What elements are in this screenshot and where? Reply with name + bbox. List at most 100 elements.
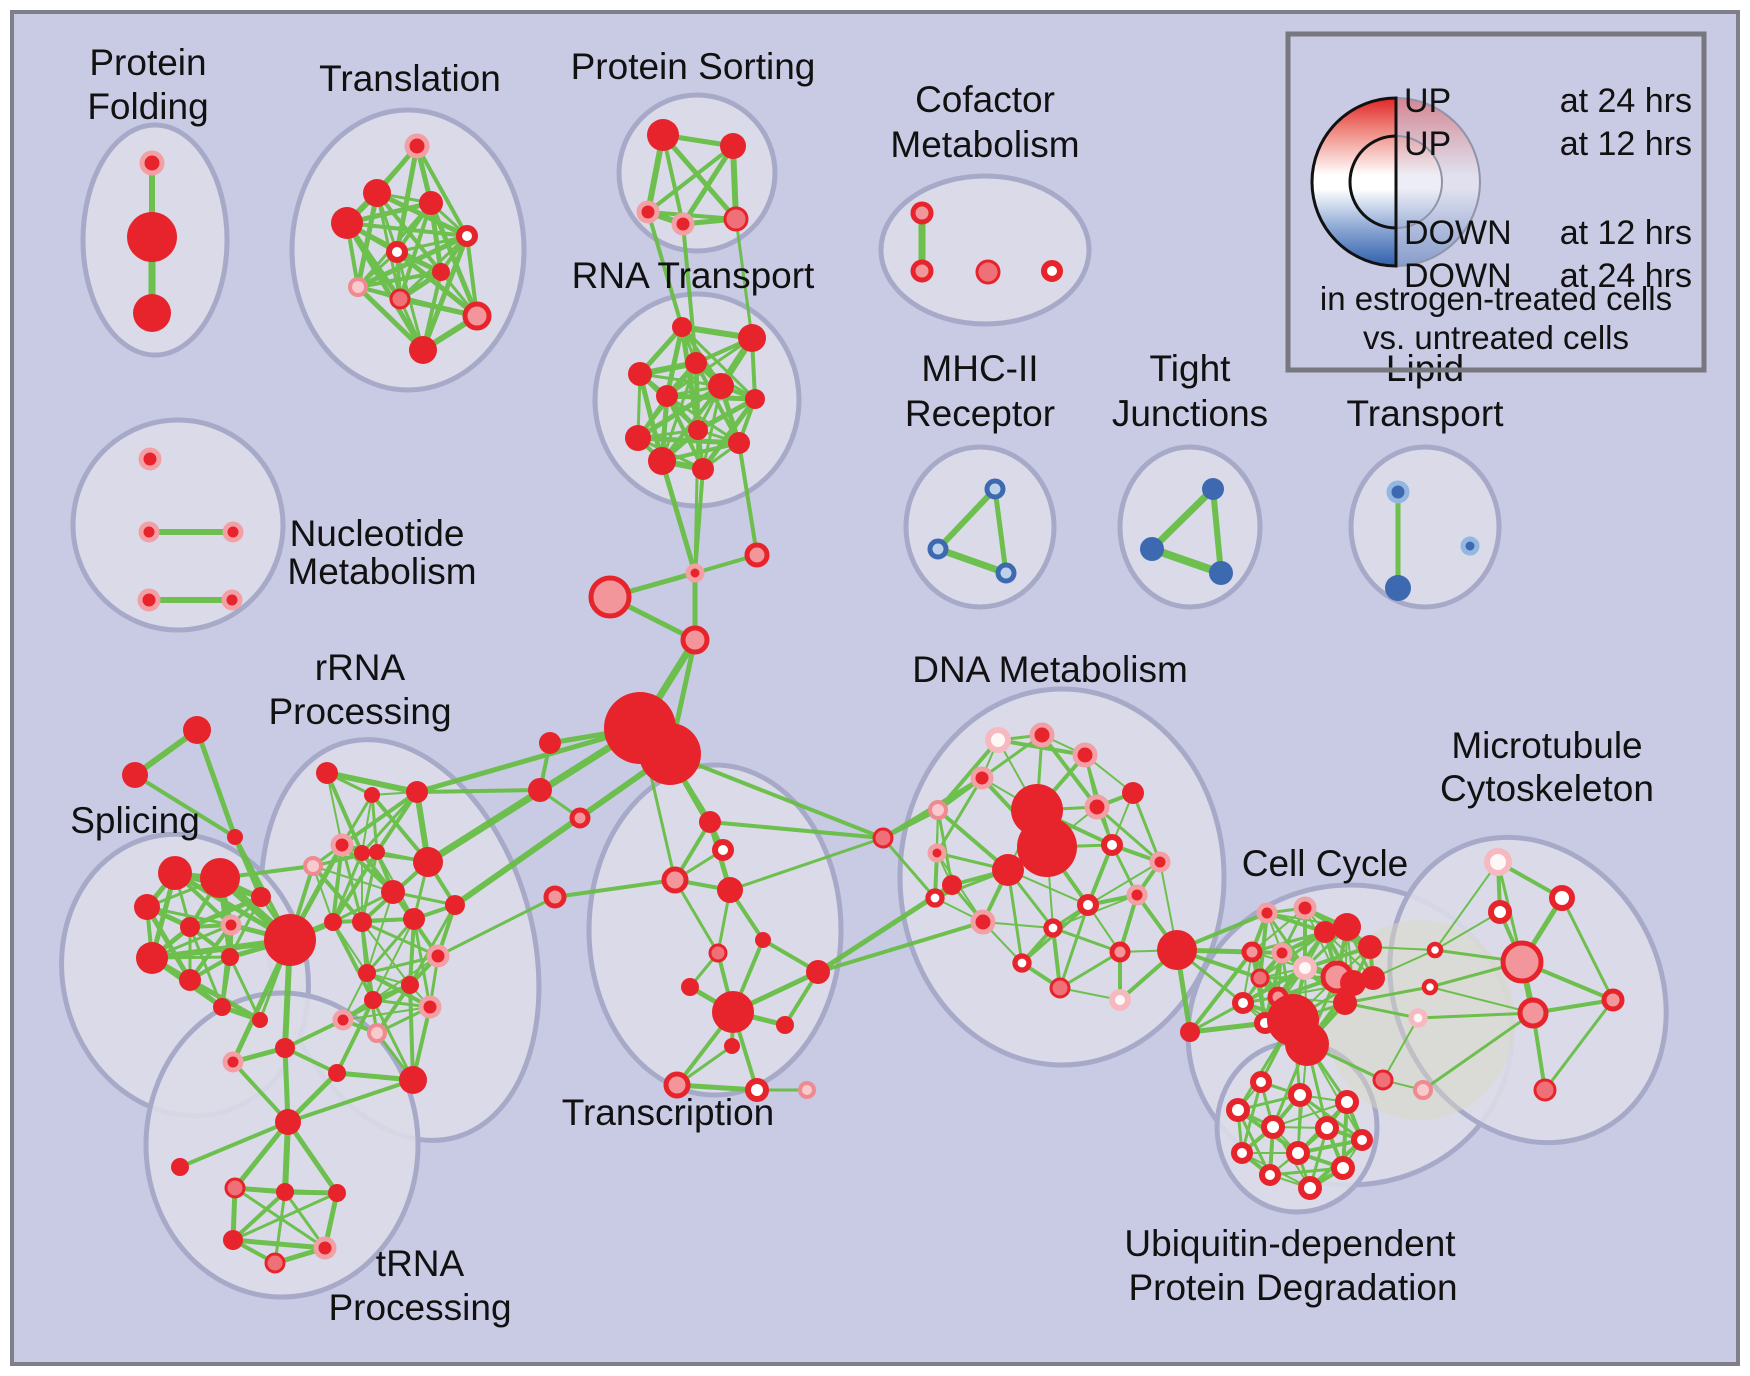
network-edge	[428, 200, 480, 319]
node-red	[171, 1158, 189, 1176]
network-edge	[1429, 986, 1534, 1014]
node-blueRing	[927, 538, 949, 560]
node-red	[656, 385, 678, 407]
network-edge	[664, 393, 758, 402]
node-white	[1421, 978, 1439, 996]
node-redCtr	[221, 589, 243, 611]
node-red	[369, 844, 385, 860]
network-edge	[355, 190, 380, 290]
network-edge	[408, 903, 457, 987]
network-edge	[371, 998, 415, 1082]
legend-box	[1285, 31, 1707, 373]
node-redCtr	[636, 200, 660, 224]
cluster-label-splicing: Splicing	[70, 800, 200, 841]
network-edge	[231, 1191, 339, 1242]
node-redCtr	[220, 914, 242, 936]
network-edge	[355, 284, 426, 353]
network-edge	[1272, 1101, 1348, 1128]
network-edge	[331, 851, 364, 924]
node-red	[363, 179, 391, 207]
network-edge	[228, 895, 263, 959]
node-white	[1232, 992, 1254, 1014]
node-red	[648, 447, 676, 475]
node-red	[133, 294, 171, 332]
node-redCtr	[332, 1009, 354, 1031]
node-redCtr	[313, 1236, 337, 1260]
network-edge	[1095, 805, 1162, 864]
node-red	[992, 854, 1024, 886]
node-red	[717, 877, 743, 903]
node-redCtr	[1256, 902, 1278, 924]
node-red	[328, 1184, 346, 1202]
legend-time-label: at 24 hrs	[1560, 82, 1692, 120]
network-edge	[375, 790, 419, 854]
network-edge	[660, 132, 739, 222]
cluster-ellipse-nucleotide-metabolism	[70, 417, 286, 633]
cluster-label-tight-junctions: Junctions	[1112, 393, 1268, 434]
cluster-ellipse-transcription	[586, 762, 844, 1098]
node-red	[720, 133, 746, 159]
node-blue	[1202, 478, 1224, 500]
network-edge	[452, 751, 673, 908]
node-red	[409, 336, 437, 364]
node-pinkMid	[1533, 1078, 1557, 1102]
node-red	[672, 317, 692, 337]
node-red	[180, 917, 200, 937]
network-edge	[728, 836, 885, 892]
node-red	[381, 880, 405, 904]
node-red	[223, 1230, 243, 1250]
node-lightPink	[1413, 1080, 1433, 1100]
network-edge	[693, 428, 700, 575]
node-red	[122, 762, 148, 788]
network-edge	[133, 773, 237, 839]
network-edge	[360, 850, 379, 924]
node-red	[134, 894, 160, 920]
legend-direction-label: DOWN	[1404, 257, 1512, 295]
network-edge	[360, 920, 440, 958]
node-red	[127, 212, 177, 262]
node-white	[456, 225, 478, 247]
node-redCtr	[1126, 884, 1148, 906]
network-edge	[188, 923, 233, 982]
node-redCtr	[685, 563, 705, 583]
node-red	[354, 845, 370, 861]
legend-halfcircle-right-12h	[1395, 134, 1443, 230]
cluster-ellipse-lipid-transport	[1348, 444, 1502, 610]
node-pinkCtr	[462, 301, 492, 331]
node-red	[745, 389, 765, 409]
node-red	[1333, 913, 1361, 941]
cluster-label-protein-folding: Folding	[87, 86, 208, 127]
network-edge	[1058, 950, 1122, 990]
node-red	[419, 191, 443, 215]
network-edge	[1268, 1166, 1345, 1177]
cluster-label-trna-processing: Processing	[328, 1287, 511, 1328]
node-red	[692, 458, 714, 480]
node-white	[1259, 1164, 1281, 1186]
network-edge	[1148, 485, 1217, 553]
node-red	[364, 787, 380, 803]
node-red	[724, 1038, 740, 1054]
node-red	[681, 978, 699, 996]
cluster-ellipse-trna-processing	[143, 990, 421, 1300]
legend-caption: vs. untreated cells	[1363, 319, 1629, 356]
node-blue	[1209, 561, 1233, 585]
node-white	[925, 888, 945, 908]
network-edge	[335, 998, 375, 1075]
node-red	[647, 119, 679, 151]
legend-direction-label: UP	[1404, 125, 1451, 163]
network-edge	[1250, 930, 1327, 954]
node-red	[200, 858, 240, 898]
node-redCtr	[222, 521, 244, 543]
cluster-label-transcription: Transcription	[562, 1092, 774, 1133]
network-edge	[881, 836, 937, 900]
legend-time-label: at 12 hrs	[1560, 125, 1692, 163]
node-white	[1315, 1116, 1339, 1140]
legend-time-label: at 24 hrs	[1560, 257, 1692, 295]
node-pinkCtr	[680, 625, 710, 655]
node-red	[1361, 966, 1385, 990]
node-white	[1549, 885, 1575, 911]
network-edge	[361, 921, 411, 986]
cluster-ellipse-tight-junctions	[1117, 444, 1263, 610]
node-pinkCtr	[1601, 988, 1625, 1012]
